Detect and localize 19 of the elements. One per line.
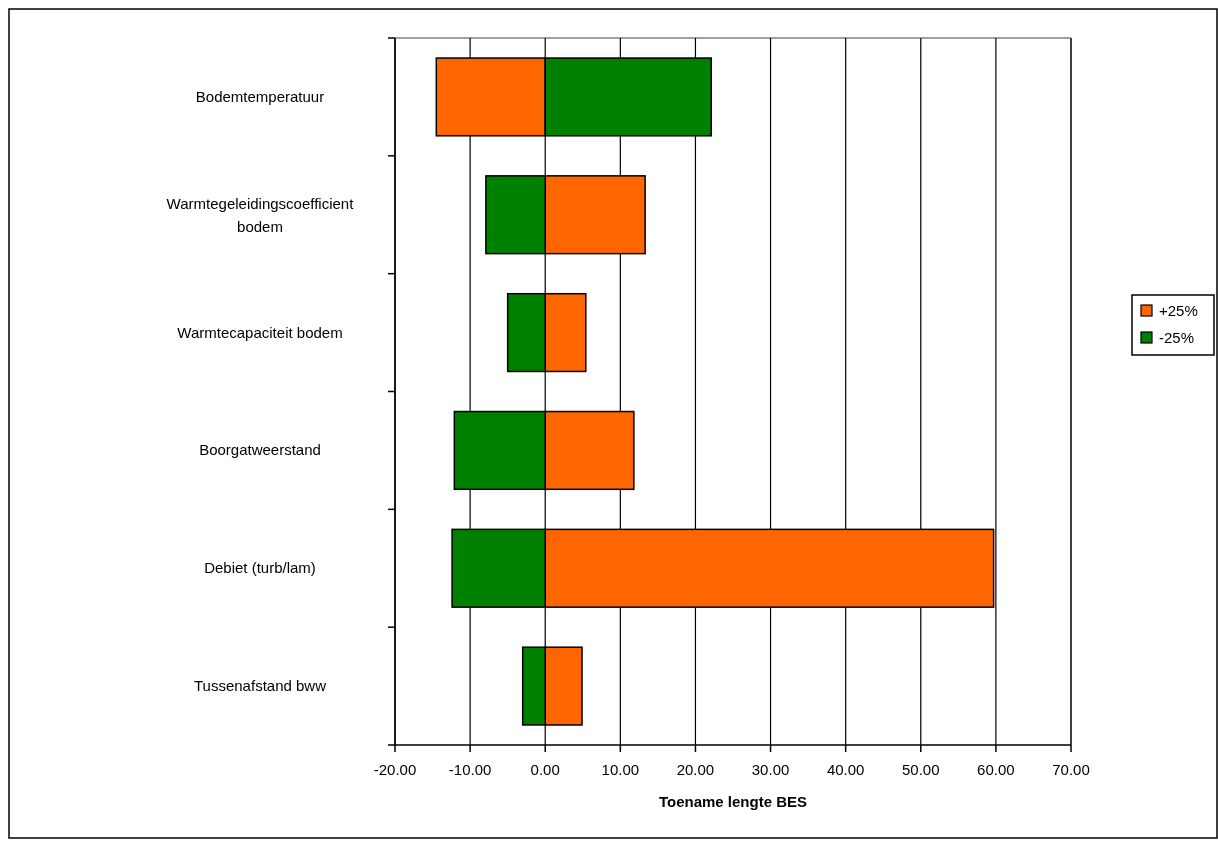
x-tick-label: 0.00: [530, 761, 560, 778]
y-tick-label: Warmtegeleidingscoefficient bodem: [166, 194, 355, 235]
x-tick-label: 70.00: [1052, 761, 1090, 778]
x-tick-label: -20.00: [373, 761, 417, 778]
legend-label: -25%: [1159, 329, 1195, 346]
legend-label: +25%: [1159, 302, 1198, 319]
x-axis-title: Toename lengte BES: [658, 793, 808, 810]
y-tick-label: Warmtecapaciteit bodem: [177, 323, 343, 341]
x-tick-label: 40.00: [826, 761, 865, 778]
x-tick-label: -10.00: [448, 761, 492, 778]
y-tick-label: Boorgatweerstand: [199, 441, 321, 459]
x-tick-label: 50.00: [902, 761, 940, 778]
x-tick-label: 60.00: [977, 761, 1015, 778]
y-tick-label: Bodemtemperatuur: [195, 87, 325, 105]
x-tick-label: 20.00: [676, 761, 715, 778]
y-tick-label: Debiet (turb/lam): [204, 559, 316, 577]
x-tick-label: 10.00: [601, 761, 640, 778]
x-tick-label: 30.00: [751, 761, 790, 778]
y-tick-label: Tussenafstand bww: [193, 677, 327, 695]
